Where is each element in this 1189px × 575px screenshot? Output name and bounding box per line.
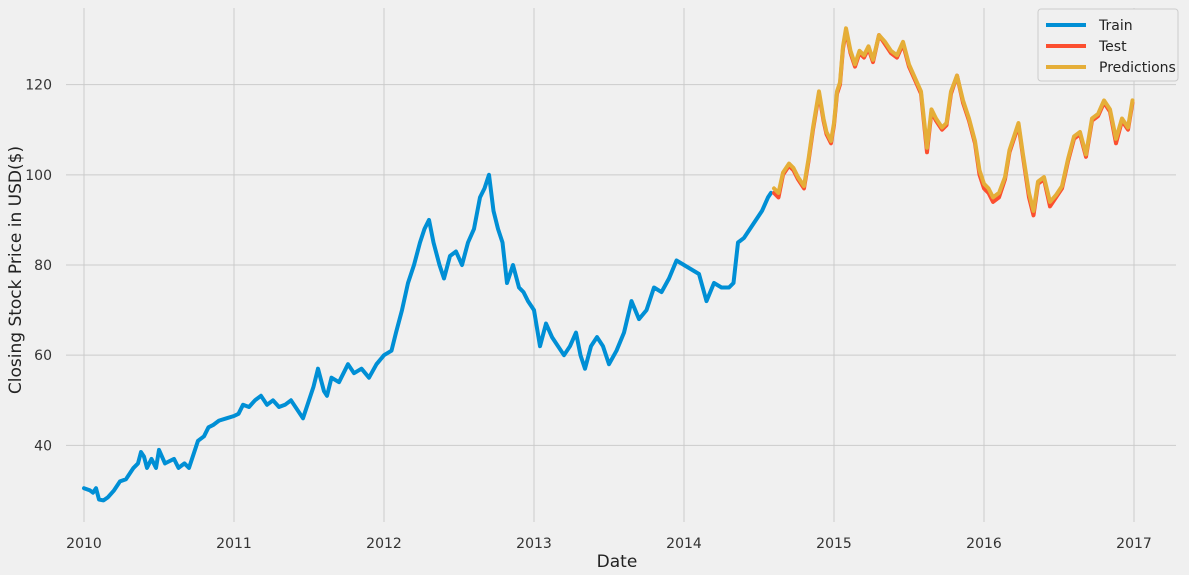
legend-label-predictions: Predictions <box>1099 60 1176 76</box>
y-tick-label: 60 <box>34 348 52 364</box>
y-axis-title: Closing Stock Price in USD($) <box>6 146 26 394</box>
legend: Train Test Predictions <box>1037 8 1179 82</box>
series-line-predictions <box>772 26 1135 213</box>
grid <box>66 8 1176 522</box>
y-tick-label: 80 <box>34 258 52 274</box>
x-tick-label: 2016 <box>966 536 1002 552</box>
y-tick-label: 120 <box>25 78 52 94</box>
x-tick-label: 2012 <box>366 536 402 552</box>
series-group <box>82 26 1135 503</box>
x-tick-label: 2017 <box>1116 536 1152 552</box>
series-line-train <box>82 172 773 503</box>
x-tick-label: 2014 <box>666 536 702 552</box>
legend-label-train: Train <box>1098 18 1133 34</box>
x-tick-label: 2013 <box>516 536 552 552</box>
x-tick-label: 2011 <box>216 536 252 552</box>
y-tick-label: 40 <box>34 438 52 454</box>
x-tick-label: 2010 <box>66 536 102 552</box>
x-axis-title: Date <box>597 552 638 572</box>
tick-labels: 2010 2011 2012 2013 2014 2015 2016 2017 40 60 80 10… <box>25 78 1152 552</box>
y-tick-label: 100 <box>25 168 52 184</box>
legend-label-test: Test <box>1098 39 1127 55</box>
x-tick-label: 2015 <box>816 536 852 552</box>
